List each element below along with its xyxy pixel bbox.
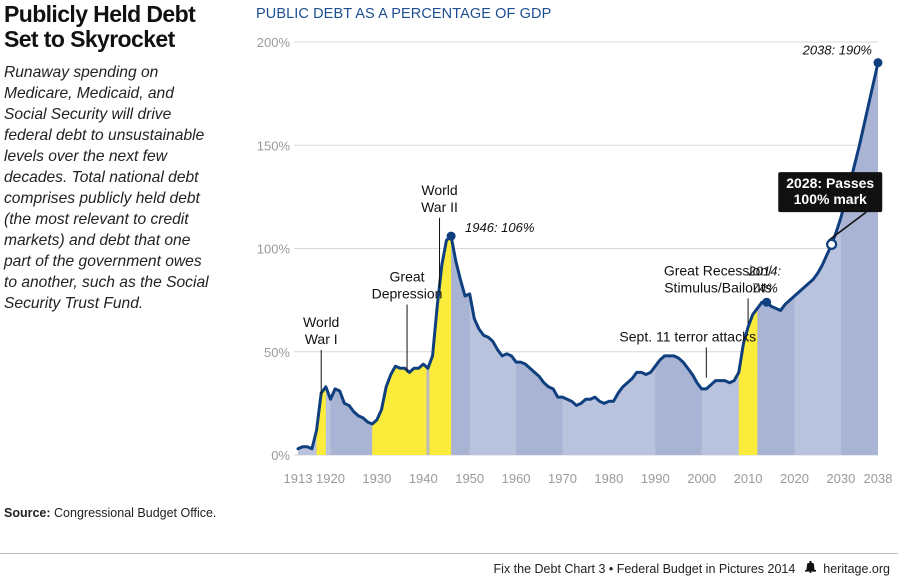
- data-point-marker: [873, 58, 883, 68]
- description-line: (the most relevant to credit: [4, 211, 189, 228]
- debt-line: [296, 61, 880, 451]
- x-tick-label: 1990: [641, 471, 670, 486]
- callout-box: [778, 172, 883, 213]
- annotation-label: 2038: 190%: [802, 42, 872, 57]
- callout-text: 2028: Passes: [786, 175, 874, 191]
- description-line: Social Security will drive: [4, 106, 172, 123]
- callout-marker: [825, 238, 838, 250]
- x-tick-label: 1940: [409, 471, 438, 486]
- description-line: Medicare, Medicaid, and: [4, 85, 174, 102]
- x-tick-label: 2010: [734, 471, 763, 486]
- decade-band: [840, 62, 878, 455]
- x-tick-label: 1950: [455, 471, 484, 486]
- liberty-bell-icon: [804, 561, 816, 576]
- data-point-marker: [446, 231, 456, 241]
- title-line-1: Publicly Held Debt: [4, 1, 196, 27]
- x-tick-label: 2038: [864, 471, 893, 486]
- chart-subtitle: PUBLIC DEBT AS A PERCENTAGE OF GDP: [256, 6, 552, 22]
- period-label: Depression: [372, 286, 443, 302]
- x-tick-label: 2020: [780, 471, 809, 486]
- chart-description: Runaway spending on Medicare, Medicaid, …: [4, 62, 214, 314]
- y-tick-label: 150%: [257, 138, 291, 153]
- source-note: Source: Congressional Budget Office.: [4, 506, 216, 520]
- footer-credit: Fix the Debt Chart 3 • Federal Budget in…: [494, 561, 890, 576]
- title-line-2: Set to Skyrocket: [4, 26, 175, 52]
- x-tick-label: 1960: [502, 471, 531, 486]
- y-tick-label: 200%: [257, 35, 291, 50]
- annotation-label: Great Recession/: [664, 262, 772, 278]
- x-tick-label: 1930: [362, 471, 391, 486]
- period-label: Great: [390, 269, 425, 285]
- source-text: Congressional Budget Office.: [54, 506, 217, 520]
- y-tick-label: 100%: [257, 242, 291, 257]
- callout-leader: [828, 211, 867, 242]
- source-label: Source:: [4, 506, 51, 520]
- annotation-label: Stimulus/Bailouts: [664, 279, 771, 295]
- x-tick-label: 1980: [594, 471, 623, 486]
- chart-title: Publicly Held Debt Set to Skyrocket: [4, 2, 204, 52]
- description-line: to another, such as the Social: [4, 274, 209, 291]
- description-line: markets) and debt that one: [4, 232, 191, 249]
- highlight-period-area: [316, 386, 326, 455]
- description-line: Security Trust Fund.: [4, 295, 144, 312]
- callout-text: 100% mark: [794, 191, 867, 207]
- y-tick-label: 0%: [271, 448, 290, 463]
- x-tick-label: 2030: [826, 471, 855, 486]
- data-point-marker: [762, 297, 772, 307]
- annotation-label: Sept. 11 terror attacks: [619, 328, 756, 344]
- x-tick-label: 1970: [548, 471, 577, 486]
- description-line: federal debt to unsustainable: [4, 127, 205, 144]
- x-tick-label: 2000: [687, 471, 716, 486]
- x-tick-label: 1920: [316, 471, 345, 486]
- highlight-period-area: [427, 236, 452, 455]
- period-label: War I: [305, 331, 338, 347]
- annotation-label: 1946: 106%: [465, 220, 534, 235]
- y-tick-label: 50%: [264, 345, 290, 360]
- period-label: World: [421, 182, 457, 198]
- description-line: decades. Total national debt: [4, 169, 199, 186]
- annotation-label: 74%: [752, 280, 778, 295]
- description-line: Runaway spending on: [4, 64, 159, 81]
- description-line: levels over the next few: [4, 148, 167, 165]
- annotation-label: 2014:: [748, 263, 782, 278]
- footer-divider: [0, 553, 898, 554]
- description-line: comprises publicly held debt: [4, 190, 200, 207]
- description-line: part of the government owes: [4, 253, 202, 270]
- footer-site: heritage.org: [823, 562, 890, 576]
- period-label: World: [303, 314, 339, 330]
- period-label: War II: [421, 199, 458, 215]
- x-tick-label: 1913: [284, 471, 313, 486]
- footer-credit-text: Fix the Debt Chart 3 • Federal Budget in…: [493, 562, 796, 576]
